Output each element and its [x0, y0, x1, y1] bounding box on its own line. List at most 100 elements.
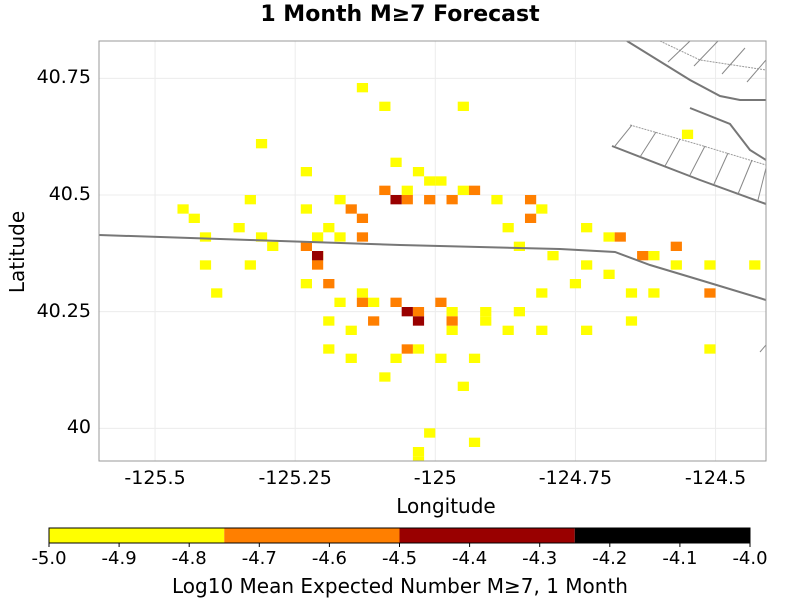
forecast-cell [244, 260, 256, 270]
colorbar-tick-label: -4.9 [101, 548, 137, 569]
forecast-cell [648, 288, 660, 298]
forecast-cell [311, 251, 324, 261]
x-tick-label: -125.5 [124, 467, 186, 489]
forecast-cell [412, 447, 425, 457]
forecast-cell [648, 251, 660, 261]
colorbar-tick-label: -5.0 [31, 548, 67, 569]
forecast-cell [379, 101, 391, 111]
forecast-cell [502, 223, 514, 233]
forecast-cell [547, 251, 559, 261]
plot-background [99, 41, 766, 461]
forecast-cell [569, 279, 582, 289]
forecast-cell [345, 325, 357, 335]
forecast-cell [323, 316, 335, 326]
forecast-cell [468, 353, 481, 363]
forecast-cell [749, 260, 761, 270]
forecast-cell [435, 176, 447, 186]
forecast-cell [199, 232, 212, 242]
y-tick-label: 40.5 [48, 183, 91, 205]
colorbar [48, 527, 751, 547]
fault-boundary-2 [659, 41, 766, 71]
y-tick-label: 40 [66, 416, 91, 439]
x-axis-title: Longitude [396, 494, 496, 518]
forecast-cell [704, 288, 716, 298]
forecast-cell [401, 195, 413, 205]
forecast-cell [300, 204, 312, 214]
y-tick-label: 40.25 [36, 299, 91, 322]
forecast-cell [255, 139, 268, 149]
colorbar-title: Log10 Mean Expected Number M≥7, 1 Month [172, 574, 628, 598]
forecast-cell [345, 204, 357, 214]
plot-frame [98, 40, 767, 462]
forecast-cell [524, 195, 537, 205]
x-tick-label: -125.25 [258, 467, 332, 489]
colorbar-tick-label: -4.7 [241, 548, 277, 569]
forecast-cell [323, 344, 335, 354]
forecast-cell [424, 195, 436, 205]
colorbar-tick-label: -4.5 [381, 548, 418, 569]
forecast-cell [211, 288, 223, 298]
fault-hatching [614, 41, 766, 353]
fault-overlays [99, 41, 766, 353]
forecast-cell [480, 307, 492, 317]
forecast-cell [502, 325, 514, 335]
forecast-cell [513, 307, 525, 317]
forecast-cell [704, 344, 716, 354]
forecast-cell [233, 223, 245, 233]
forecast-cell [424, 176, 436, 186]
forecast-cell [670, 241, 682, 251]
fault-boundary-1 [629, 124, 766, 166]
forecast-cell [670, 260, 682, 270]
forecast-cell [536, 204, 548, 214]
forecast-cell [468, 437, 481, 447]
forecast-cell [356, 232, 369, 242]
forecast-cell [379, 185, 391, 195]
forecast-cell [637, 251, 649, 261]
forecast-cell [311, 260, 324, 270]
fault-line-east-1 [689, 107, 766, 161]
forecast-cell [356, 213, 369, 223]
colorbar-tick-label: -4.8 [171, 548, 207, 569]
forecast-cell [446, 195, 458, 205]
forecast-cell [603, 269, 615, 279]
forecast-cell [457, 381, 469, 391]
forecast-cell [480, 316, 492, 326]
forecast-cell [300, 279, 312, 289]
fault-line-east-2 [611, 145, 766, 205]
forecast-cells [177, 83, 761, 461]
forecast-cell [424, 428, 436, 438]
colorbar-band [574, 528, 750, 543]
y-axis-title: Latitude [5, 210, 29, 294]
colorbar-band [399, 528, 575, 543]
chart-title: 1 Month M≥7 Forecast [260, 2, 540, 27]
forecast-cell [614, 232, 626, 242]
colorbar-tick-label: -4.4 [452, 548, 488, 569]
forecast-cell [334, 195, 346, 205]
forecast-cell [334, 297, 346, 307]
forecast-cell [177, 204, 189, 214]
forecast-cell [356, 288, 369, 298]
forecast-cell [401, 344, 413, 354]
grid-lines [99, 41, 766, 461]
forecast-cell [368, 316, 380, 326]
forecast-cell [368, 297, 380, 307]
forecast-cell [446, 325, 458, 335]
forecast-cell [435, 297, 447, 307]
colorbar-tick-label: -4.0 [732, 548, 768, 569]
forecast-cell [300, 241, 312, 251]
forecast-cell [300, 167, 312, 177]
forecast-cell [255, 232, 268, 242]
fault-line-northeast [626, 41, 766, 101]
forecast-cell [412, 167, 425, 177]
forecast-cell [401, 185, 413, 195]
forecast-cell [446, 307, 458, 317]
forecast-cell [468, 185, 481, 195]
forecast-cell [536, 288, 548, 298]
forecast-cell [390, 353, 402, 363]
forecast-cell [603, 232, 615, 242]
forecast-cell [323, 223, 335, 233]
forecast-cell [199, 260, 212, 270]
forecast-cell [356, 297, 369, 307]
colorbar-tick-label: -4.1 [662, 548, 698, 569]
